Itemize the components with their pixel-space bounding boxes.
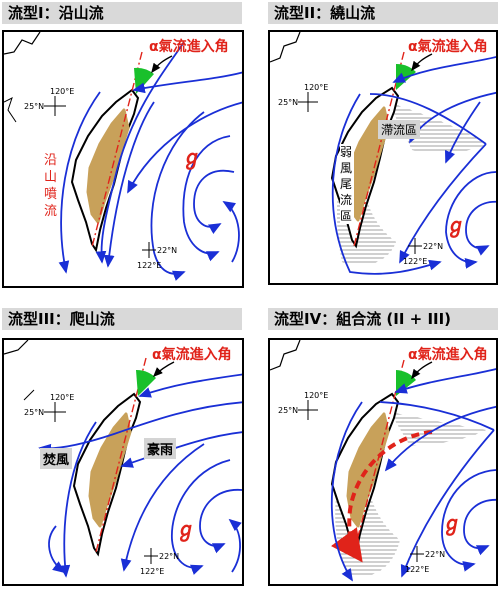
alpha-angle-label: α氣流進入角 [408, 39, 488, 55]
lon-label: 120°E [50, 393, 74, 402]
map-frame: 120°E 25°N 22°N 122°E ℊ α氣流進入角 [268, 338, 498, 586]
panel-title: 流型II：繞山流 [268, 2, 498, 24]
terrain [88, 412, 132, 528]
coord-marker [298, 400, 424, 562]
coord-marker [44, 402, 158, 564]
arrow-icon [411, 361, 433, 380]
typhoon-icon: ℊ [442, 511, 462, 536]
weak-wake-label: 弱風尾流區 [340, 144, 354, 224]
panel-title: 流型IV：組合流 (II + III) [268, 308, 498, 330]
lat-label: 25°N [24, 408, 44, 417]
panel-flow-type-4: 流型IV：組合流 (II + III) [250, 300, 500, 589]
lat-label: 22°N [157, 246, 177, 255]
lat-label: 25°N [278, 406, 298, 415]
coord-marker [44, 96, 156, 258]
arrow-icon [151, 55, 173, 74]
lon-label: 122°E [405, 565, 429, 574]
flow-lines [58, 41, 242, 281]
panel-flow-type-2: 流型II：繞山流 [250, 0, 500, 295]
lon-label: 122°E [140, 567, 164, 576]
jet-label: 沿山噴流 [44, 153, 58, 219]
lon-label: 122°E [137, 261, 161, 270]
map-svg: 120°E 25°N 22°N 122°E ℊ [270, 32, 496, 275]
lon-label: 120°E [50, 87, 74, 96]
lat-label: 22°N [159, 552, 179, 561]
panel-title: 流型III：爬山流 [2, 308, 242, 330]
map-svg: 120°E 25°N 22°N 122°E ℊ [4, 340, 242, 578]
terrain [86, 108, 130, 224]
lon-label: 120°E [304, 83, 328, 92]
lat-label: 22°N [425, 550, 445, 559]
alpha-angle-label: α氣流進入角 [408, 347, 488, 363]
arrow-icon [153, 361, 175, 377]
flow-axis [353, 51, 405, 247]
lat-label: 22°N [423, 242, 443, 251]
lon-label: 122°E [403, 257, 427, 266]
flow-lines [331, 368, 496, 582]
panel-title: 流型I：沿山流 [2, 2, 242, 24]
typhoon-icon: ℊ [182, 145, 202, 170]
lat-label: 25°N [24, 102, 44, 111]
panel-flow-type-3: 流型III：爬山流 [0, 300, 250, 589]
stagnation-label: 滯流區 [378, 120, 421, 139]
panel-flow-type-1: 流型I：沿山流 [0, 0, 250, 295]
map-svg: 120°E 25°N 22°N 122°E ℊ [4, 32, 242, 281]
coastline [4, 32, 41, 55]
map-svg: 120°E 25°N 22°N 122°E ℊ [270, 340, 496, 582]
red-flow-path [330, 430, 433, 563]
alpha-angle-wedge [396, 370, 416, 396]
arrow-icon [411, 53, 433, 72]
map-frame: 120°E 25°N 22°N 122°E ℊ α氣流進入角 焚風 豪雨 [2, 338, 244, 586]
map-frame: 120°E 25°N 22°N 122°E ℊ α氣流進入角 滯流區 弱風尾流區 [268, 30, 498, 285]
alpha-angle-label: α氣流進入角 [149, 39, 229, 55]
foehn-label: 焚風 [40, 448, 73, 469]
typhoon-icon: ℊ [176, 517, 196, 542]
lon-label: 120°E [304, 391, 328, 400]
flow-lines [38, 373, 242, 578]
heavy-rain-label: 豪雨 [144, 438, 177, 459]
coord-marker [298, 92, 422, 254]
lat-label: 25°N [278, 98, 298, 107]
typhoon-icon: ℊ [446, 213, 466, 238]
map-frame: 120°E 25°N 22°N 122°E ℊ α氣流進入角 沿山噴流 [2, 30, 244, 288]
alpha-angle-label: α氣流進入角 [152, 347, 232, 363]
